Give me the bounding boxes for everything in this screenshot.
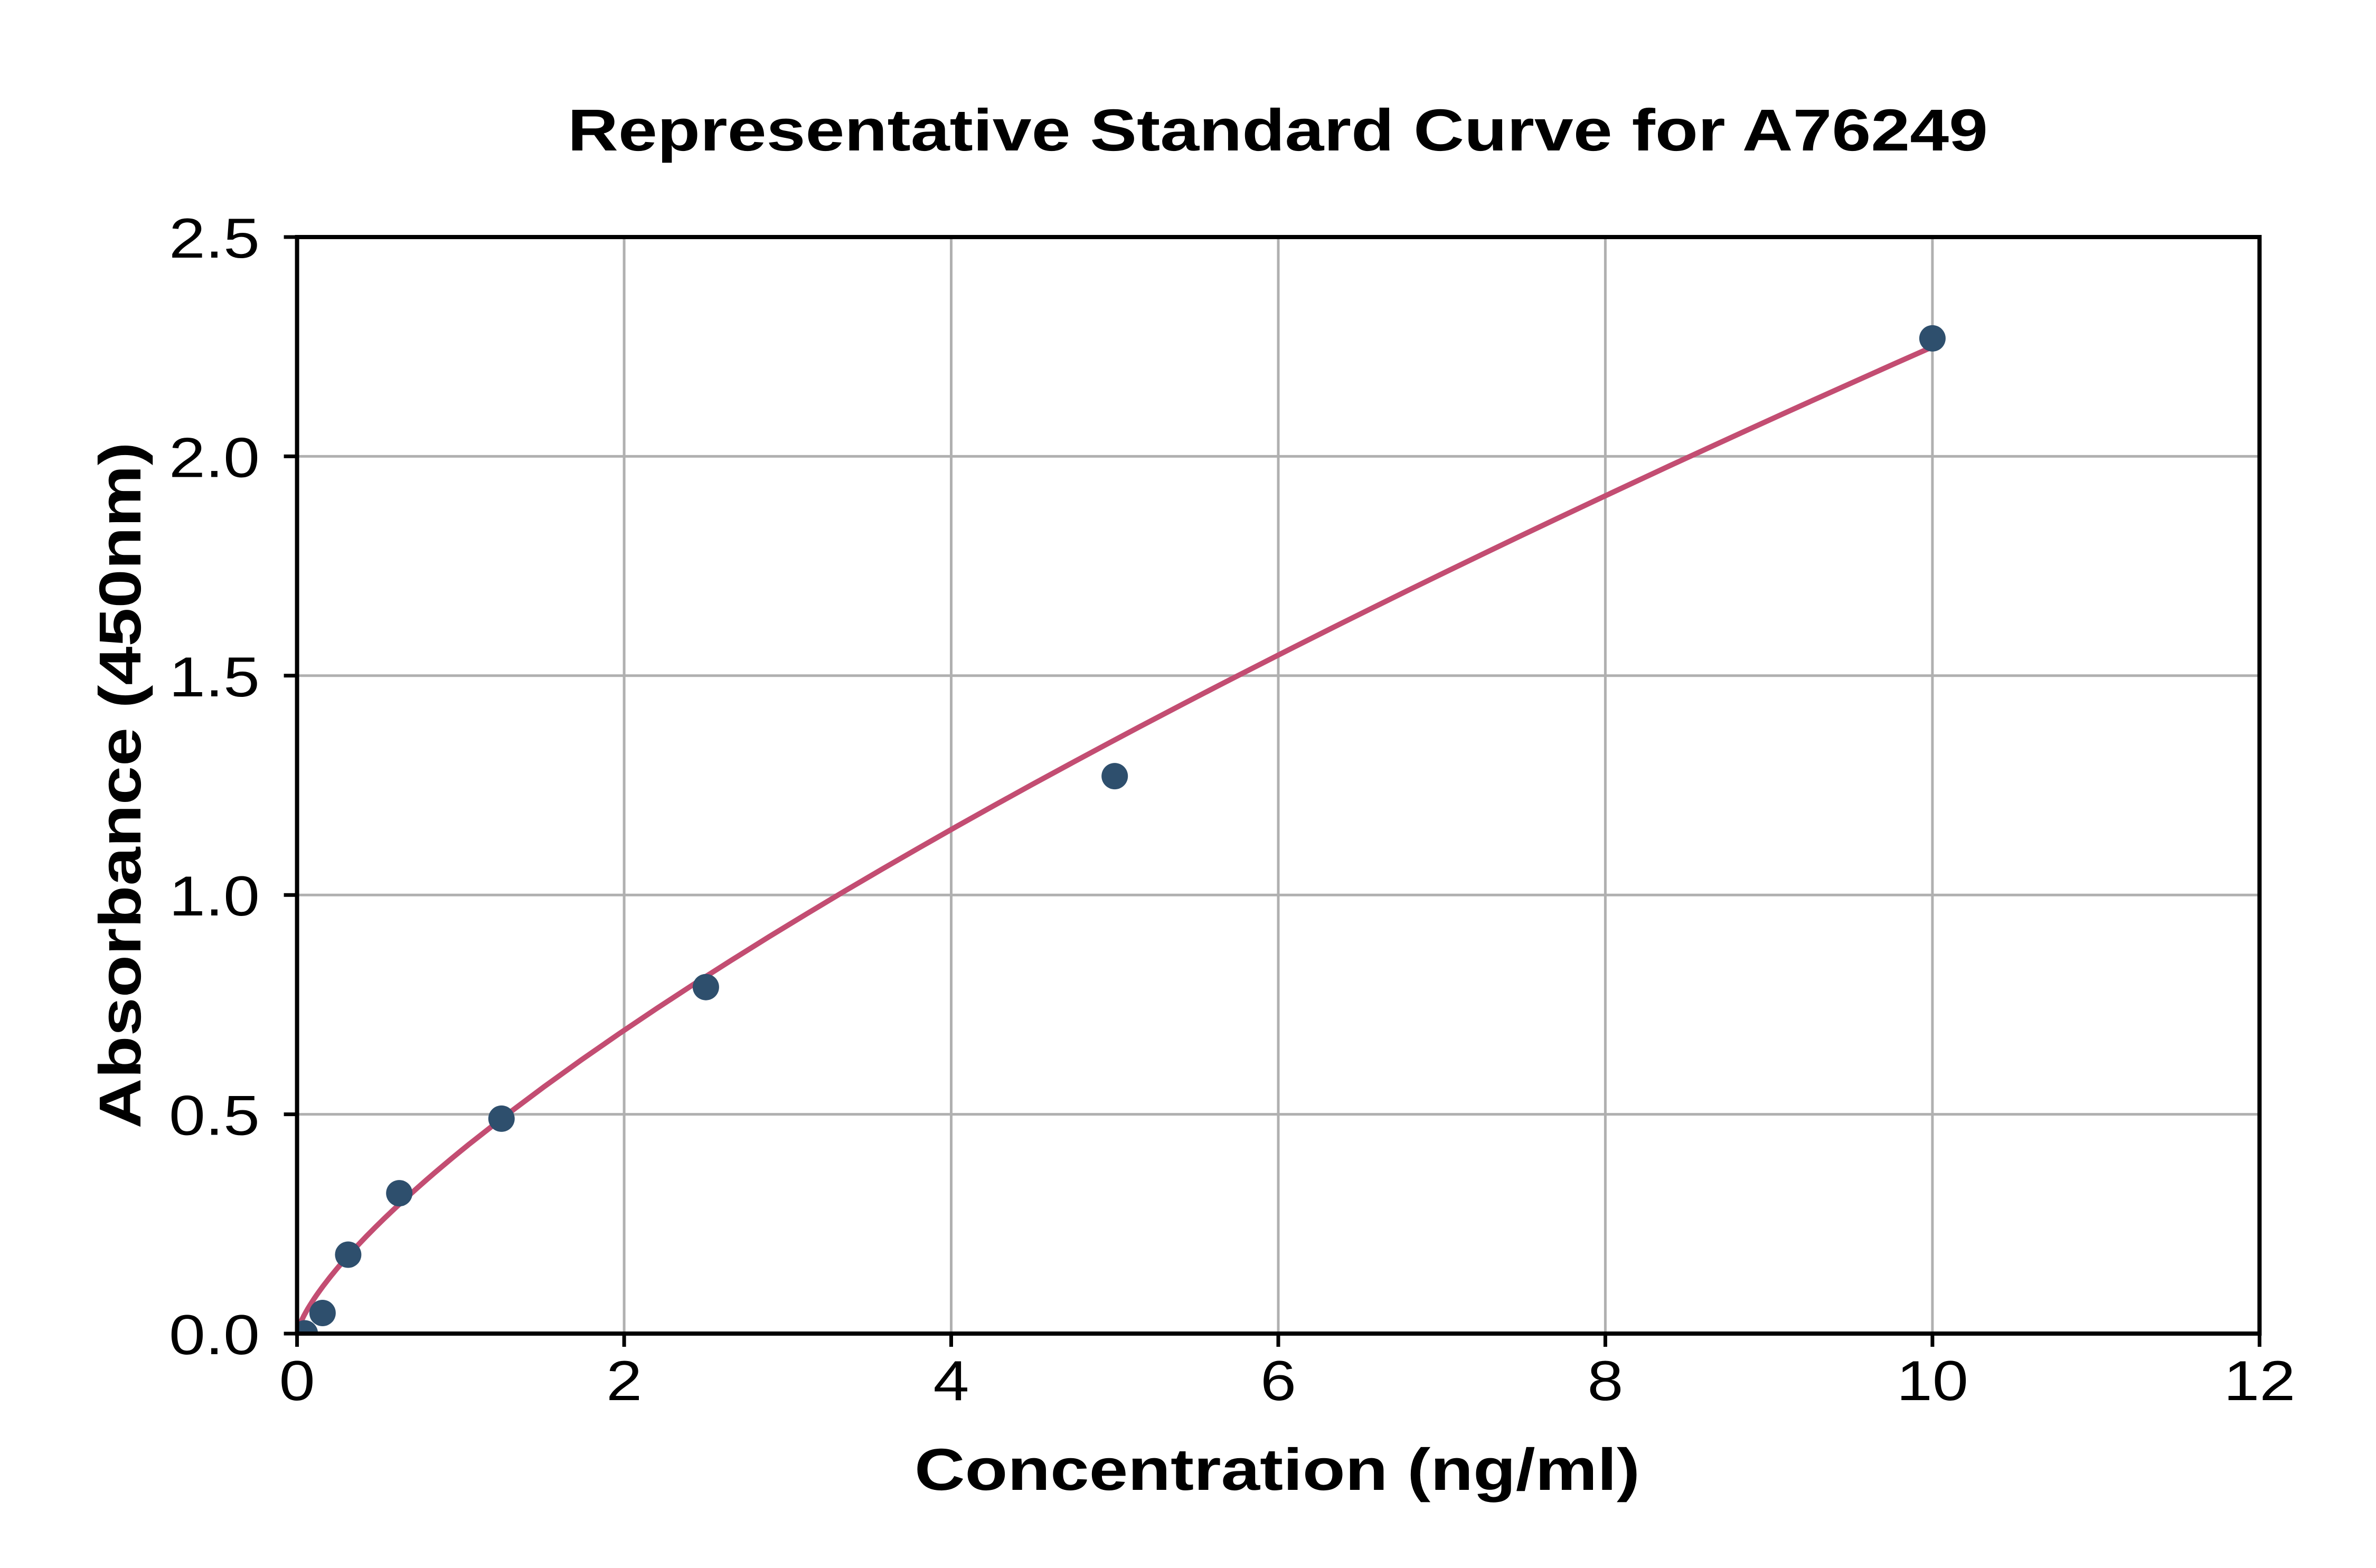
svg-text:6: 6	[1260, 1349, 1296, 1412]
svg-text:Representative Standard Curve: Representative Standard Curve for A76249	[568, 97, 1988, 163]
svg-text:2.5: 2.5	[169, 206, 260, 270]
svg-text:2: 2	[606, 1349, 642, 1412]
svg-text:4: 4	[934, 1349, 969, 1412]
svg-text:8: 8	[1587, 1349, 1623, 1412]
svg-text:2.0: 2.0	[169, 426, 260, 489]
svg-text:12: 12	[2223, 1349, 2295, 1412]
svg-text:0.5: 0.5	[169, 1084, 260, 1147]
svg-text:0: 0	[279, 1349, 315, 1412]
svg-text:Absorbance (450nm): Absorbance (450nm)	[87, 442, 153, 1129]
svg-text:Concentration (ng/ml): Concentration (ng/ml)	[914, 1437, 1640, 1503]
svg-text:1.0: 1.0	[169, 864, 260, 928]
svg-text:0.0: 0.0	[169, 1303, 260, 1366]
svg-text:10: 10	[1897, 1349, 1968, 1412]
svg-text:1.5: 1.5	[169, 645, 260, 709]
